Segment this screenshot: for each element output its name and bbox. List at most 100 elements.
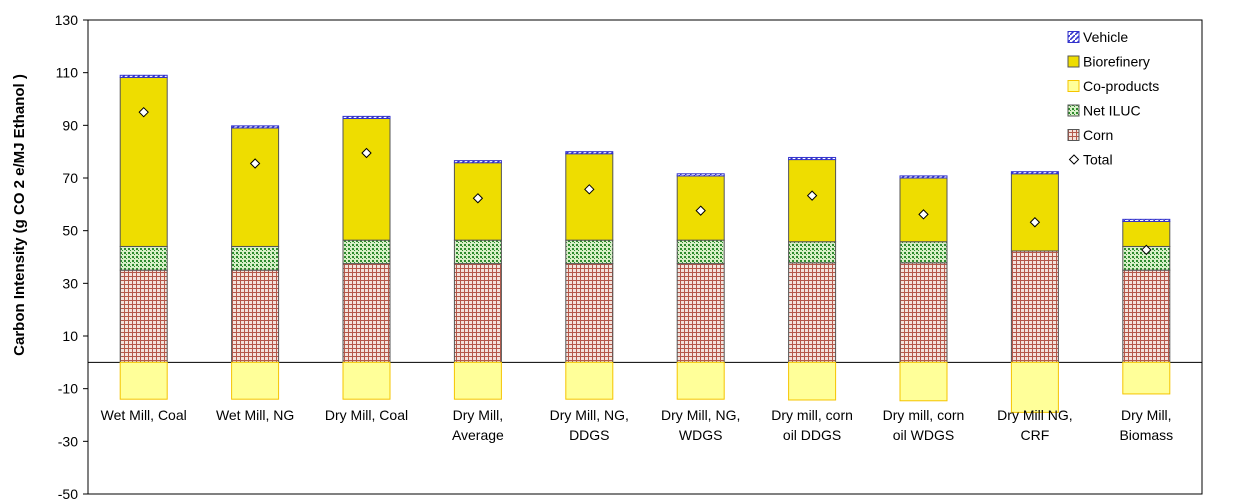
total-marker bbox=[1141, 244, 1152, 256]
bar-segment-biorefinery bbox=[565, 153, 614, 241]
bar-segment-net-iluc bbox=[565, 239, 614, 265]
total-marker bbox=[249, 158, 261, 169]
total-marker bbox=[918, 209, 929, 220]
bar-segment-biorefinery bbox=[119, 76, 168, 247]
bar-segment-biorefinery bbox=[1122, 220, 1171, 247]
bar-segment-co-products bbox=[788, 361, 837, 401]
bar-segment-vehicle bbox=[1010, 171, 1059, 175]
total-marker bbox=[1029, 217, 1041, 228]
bar-group bbox=[342, 115, 391, 400]
bar-segment-co-products bbox=[1010, 361, 1059, 413]
bar-segment-net-iluc bbox=[788, 241, 837, 264]
legend-label: Co-products bbox=[1083, 78, 1159, 94]
bar-segment-vehicle bbox=[453, 160, 502, 164]
y-tick-label: -50 bbox=[58, 486, 78, 501]
category-label: Wet Mill, NG bbox=[216, 407, 294, 423]
legend-swatch-total bbox=[1068, 154, 1080, 165]
category-label: Dry Mill, NG, bbox=[661, 407, 740, 423]
legend-item: Biorefinery bbox=[1067, 54, 1150, 70]
plot-border bbox=[87, 19, 1203, 495]
category-label: Average bbox=[452, 427, 504, 443]
category-label: WDGS bbox=[679, 427, 723, 443]
bar-segment-biorefinery bbox=[342, 117, 391, 241]
y-tick-label: 10 bbox=[62, 328, 78, 344]
category-label: Biomass bbox=[1119, 427, 1173, 443]
bar-segment-net-iluc bbox=[453, 239, 502, 265]
bar-segment-corn bbox=[676, 263, 725, 363]
legend: Vehicle Biorefinery Co-products Net ILUC Cor… bbox=[1067, 29, 1159, 168]
bar-segment-net-iluc bbox=[676, 239, 725, 265]
category-label: Dry Mill, Coal bbox=[325, 407, 408, 423]
bar-segment-net-iluc bbox=[899, 241, 948, 264]
y-tick-label: 50 bbox=[62, 223, 78, 239]
y-tick-label: 110 bbox=[56, 65, 79, 81]
category-label: Dry mill, corn bbox=[771, 407, 853, 423]
bar-series bbox=[119, 74, 1171, 413]
legend-label: Total bbox=[1083, 152, 1113, 168]
bar-segment-corn bbox=[565, 263, 614, 363]
category-label: DDGS bbox=[569, 427, 609, 443]
y-axis-label: Carbon Intensity (g CO 2 e/MJ Ethanol ) bbox=[11, 74, 28, 356]
category-label: Dry mill, corn bbox=[883, 407, 965, 423]
bar-group bbox=[1122, 218, 1171, 395]
legend-swatch-co-products bbox=[1067, 80, 1080, 92]
total-marker bbox=[472, 193, 484, 204]
bar-segment-corn bbox=[1010, 250, 1059, 363]
bar-group bbox=[676, 173, 725, 400]
legend-swatch-vehicle bbox=[1067, 31, 1080, 43]
category-label: oil DDGS bbox=[783, 427, 841, 443]
category-label: CRF bbox=[1021, 427, 1050, 443]
y-tick-label: 90 bbox=[62, 117, 78, 133]
bar-segment-co-products bbox=[119, 361, 168, 400]
bar-segment-biorefinery bbox=[231, 127, 280, 247]
y-axis-ticks: -50 -30 -10 10 30 50 70 90 110 130 bbox=[55, 12, 88, 501]
bar-segment-vehicle bbox=[231, 125, 280, 129]
legend-swatch-corn bbox=[1067, 129, 1080, 141]
bar-group bbox=[453, 160, 502, 400]
bar-segment-corn bbox=[119, 269, 168, 363]
bar-group bbox=[788, 156, 837, 401]
y-tick-label: -10 bbox=[58, 381, 78, 397]
bar-segment-vehicle bbox=[1122, 218, 1171, 222]
legend-item: Net ILUC bbox=[1067, 103, 1141, 119]
bar-segment-vehicle bbox=[788, 156, 837, 161]
bar-group bbox=[899, 175, 948, 402]
legend-item: Co-products bbox=[1067, 78, 1159, 94]
category-label: Dry Mill, bbox=[453, 407, 504, 423]
category-label: Dry Mill NG, bbox=[997, 407, 1072, 423]
bar-segment-vehicle bbox=[565, 151, 614, 155]
bar-segment-co-products bbox=[565, 361, 614, 400]
bar-segment-net-iluc bbox=[119, 245, 168, 271]
bar-group bbox=[565, 151, 614, 400]
total-marker bbox=[695, 205, 706, 216]
y-tick-label: 130 bbox=[55, 12, 79, 28]
total-marker bbox=[584, 184, 595, 195]
category-label: oil WDGS bbox=[893, 427, 954, 443]
legend-label: Corn bbox=[1083, 127, 1113, 143]
bar-segment-corn bbox=[231, 269, 280, 363]
bar-segment-vehicle bbox=[342, 115, 391, 119]
bar-segment-vehicle bbox=[899, 175, 948, 179]
y-tick-label: 70 bbox=[62, 170, 78, 186]
legend-label: Vehicle bbox=[1083, 29, 1128, 45]
bar-segment-co-products bbox=[899, 361, 948, 402]
bar-segment-vehicle bbox=[676, 173, 725, 177]
bar-segment-co-products bbox=[342, 361, 391, 400]
bar-group bbox=[1010, 171, 1059, 413]
bar-segment-co-products bbox=[231, 361, 280, 400]
y-tick-label: -30 bbox=[58, 433, 78, 449]
bar-segment-net-iluc bbox=[231, 245, 280, 271]
bar-segment-corn bbox=[1122, 269, 1171, 363]
total-marker bbox=[806, 190, 818, 201]
category-label: Wet Mill, Coal bbox=[101, 407, 187, 423]
bar-segment-co-products bbox=[1122, 361, 1171, 395]
total-marker bbox=[361, 147, 372, 159]
bar-segment-corn bbox=[453, 263, 502, 363]
legend-item: Vehicle bbox=[1067, 29, 1128, 45]
legend-label: Biorefinery bbox=[1083, 54, 1150, 70]
category-labels: Wet Mill, Coal Wet Mill, NG Dry Mill, Coal… bbox=[101, 407, 1173, 443]
category-label: Dry Mill, NG, bbox=[550, 407, 629, 423]
bar-segment-corn bbox=[899, 262, 948, 363]
bar-segment-corn bbox=[788, 262, 837, 363]
